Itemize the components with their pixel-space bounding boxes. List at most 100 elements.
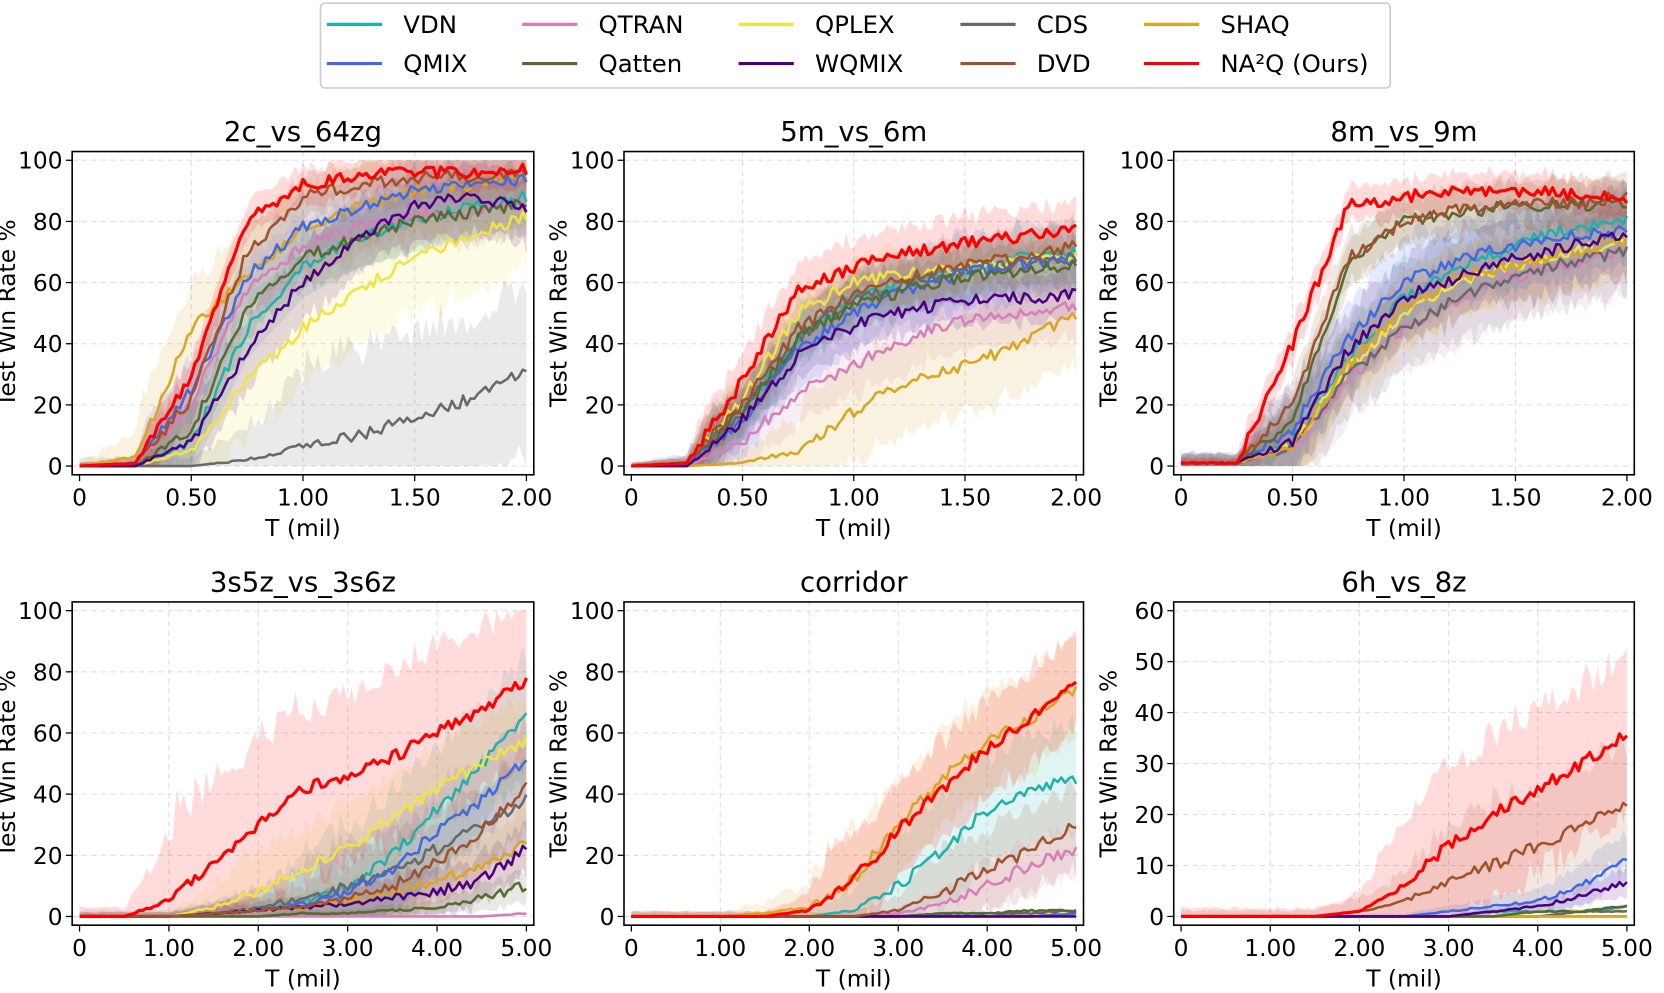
band-WQMIX — [79, 160, 527, 467]
y-tick-label: 50 — [1134, 648, 1164, 676]
series-line-WQMIX — [1180, 231, 1628, 465]
y-tick-label: 60 — [33, 269, 63, 297]
y-tick-label: 40 — [585, 330, 615, 358]
y-axis-label: Test Win Rate % — [545, 219, 573, 408]
x-tick-label: 3.00 — [872, 934, 924, 962]
band-QMIX — [79, 714, 527, 917]
x-tick-label: 0 — [1174, 934, 1189, 962]
x-tick-label: 1.00 — [277, 484, 329, 512]
x-tick-label: 0.50 — [165, 484, 217, 512]
x-tick-label: 2.00 — [232, 934, 284, 962]
band-QPLEX — [79, 160, 527, 467]
x-tick-label: 0 — [72, 934, 87, 962]
y-axis-label: Test Win Rate % — [1094, 670, 1122, 859]
x-tick-label: 3.00 — [1423, 934, 1475, 962]
subplot-corridor: 0 1.00 2.00 3.00 4.00 5.00 0 20 40 60 80 100 corrido… — [545, 565, 1102, 992]
band-QMIX — [79, 160, 527, 467]
y-tick-label: 30 — [1134, 750, 1164, 778]
legend-label: DVD — [1037, 49, 1091, 78]
legend-entry: QPLEX — [738, 10, 895, 39]
y-tick-label: 0 — [48, 903, 63, 931]
band-SHAQ — [631, 635, 1077, 917]
y-tick-label: 20 — [33, 842, 63, 870]
y-tick-label: 60 — [585, 269, 615, 297]
legend-entry: VDN — [326, 10, 457, 39]
series-line-Qatten — [631, 259, 1078, 468]
legend-entry: NA²Q (Ours) — [1144, 49, 1369, 78]
legend-frame — [319, 2, 1391, 89]
y-tick-label: 100 — [570, 597, 615, 625]
y-tick-label: 80 — [585, 208, 615, 236]
x-tick-label: 1.50 — [389, 484, 441, 512]
y-tick-label: 60 — [1134, 597, 1164, 625]
legend-label: CDS — [1037, 10, 1088, 39]
series-line-DVD — [631, 240, 1078, 468]
x-axis-label: T (mil) — [815, 965, 892, 993]
x-tick-label: 5.00 — [1050, 934, 1102, 962]
plot-area — [79, 610, 528, 919]
series-line-NA²Q (Ours) — [1180, 185, 1629, 466]
y-tick-label: 100 — [1120, 147, 1165, 175]
y-tick-label: 0 — [1149, 903, 1164, 931]
y-tick-label: 10 — [1134, 852, 1164, 880]
series-line-DVD — [79, 168, 528, 468]
y-tick-label: 60 — [1134, 269, 1164, 297]
y-tick-label: 40 — [33, 781, 63, 809]
x-tick-label: 4.00 — [411, 934, 463, 962]
subplot-5m_vs_6m: 0 0.50 1.00 1.50 2.00 0 20 40 60 80 100 5m_vs_6m T (… — [545, 115, 1102, 542]
band-QMIX — [1181, 829, 1627, 917]
series-line-DVD — [79, 781, 528, 918]
band-DVD — [79, 745, 527, 917]
subplot-title: corridor — [800, 565, 908, 598]
band-NA²Q (Ours) — [631, 629, 1077, 917]
subplot-2c_vs_64zg: 0 0.50 1.00 1.50 2.00 0 20 40 60 80 100 2c_vs_64zg T… — [0, 115, 552, 542]
subplot-3s5z_vs_3s6z: 0 1.00 2.00 3.00 4.00 5.00 0 20 40 60 80 100 3s5z_vs… — [0, 565, 552, 992]
y-tick-label: 20 — [1134, 801, 1164, 829]
x-tick-label: 0 — [624, 934, 639, 962]
x-tick-label: 0.50 — [717, 484, 769, 512]
band-CDS — [79, 755, 527, 917]
x-tick-label: 0.50 — [1267, 484, 1319, 512]
axes-frame — [623, 601, 1085, 926]
x-tick-label: 2.00 — [1333, 934, 1385, 962]
legend-label: QTRAN — [599, 10, 684, 39]
x-tick-label: 4.00 — [1512, 934, 1564, 962]
legend-entry: SHAQ — [1144, 10, 1290, 39]
series-line-NA²Q (Ours) — [1181, 732, 1629, 919]
band-NA²Q (Ours) — [79, 610, 527, 917]
band-WQMIX — [79, 820, 527, 917]
x-tick-label: 1.50 — [939, 484, 991, 512]
series-line-SHAQ — [631, 311, 1078, 468]
legend-label: NA²Q (Ours) — [1220, 49, 1368, 78]
band-Qatten — [79, 170, 527, 467]
y-tick-label: 0 — [1149, 453, 1164, 481]
y-tick-label: 60 — [33, 719, 63, 747]
y-axis-label: Test Win Rate % — [545, 670, 573, 859]
plot-area — [631, 195, 1078, 468]
x-tick-label: 2.00 — [1601, 484, 1653, 512]
x-tick-label: 1.00 — [1378, 484, 1430, 512]
series-line-QMIX — [1180, 224, 1628, 465]
legend-entry: QMIX — [326, 49, 467, 78]
band-QTRAN — [79, 165, 527, 467]
legend-label: Qatten — [599, 49, 683, 78]
series-line-WQMIX — [631, 287, 1077, 468]
band-VDN — [631, 711, 1077, 917]
x-axis-label: T (mil) — [264, 514, 341, 542]
band-DVD — [1181, 168, 1627, 467]
legend-entry: QTRAN — [522, 10, 684, 39]
y-tick-label: 80 — [33, 208, 63, 236]
y-axis-label: Test Win Rate % — [0, 219, 21, 408]
axes-frame — [71, 601, 535, 926]
x-tick-label: 5.00 — [500, 934, 552, 962]
plot-area — [631, 629, 1078, 919]
y-tick-label: 20 — [585, 842, 615, 870]
band-DVD — [1181, 740, 1627, 917]
series-line-NA²Q (Ours) — [631, 223, 1077, 468]
subplot-title: 2c_vs_64zg — [224, 115, 382, 148]
series-line-NA²Q (Ours) — [631, 680, 1078, 919]
y-tick-label: 80 — [1134, 208, 1164, 236]
y-tick-label: 80 — [33, 658, 63, 686]
y-axis-label: Test Win Rate % — [0, 670, 21, 859]
